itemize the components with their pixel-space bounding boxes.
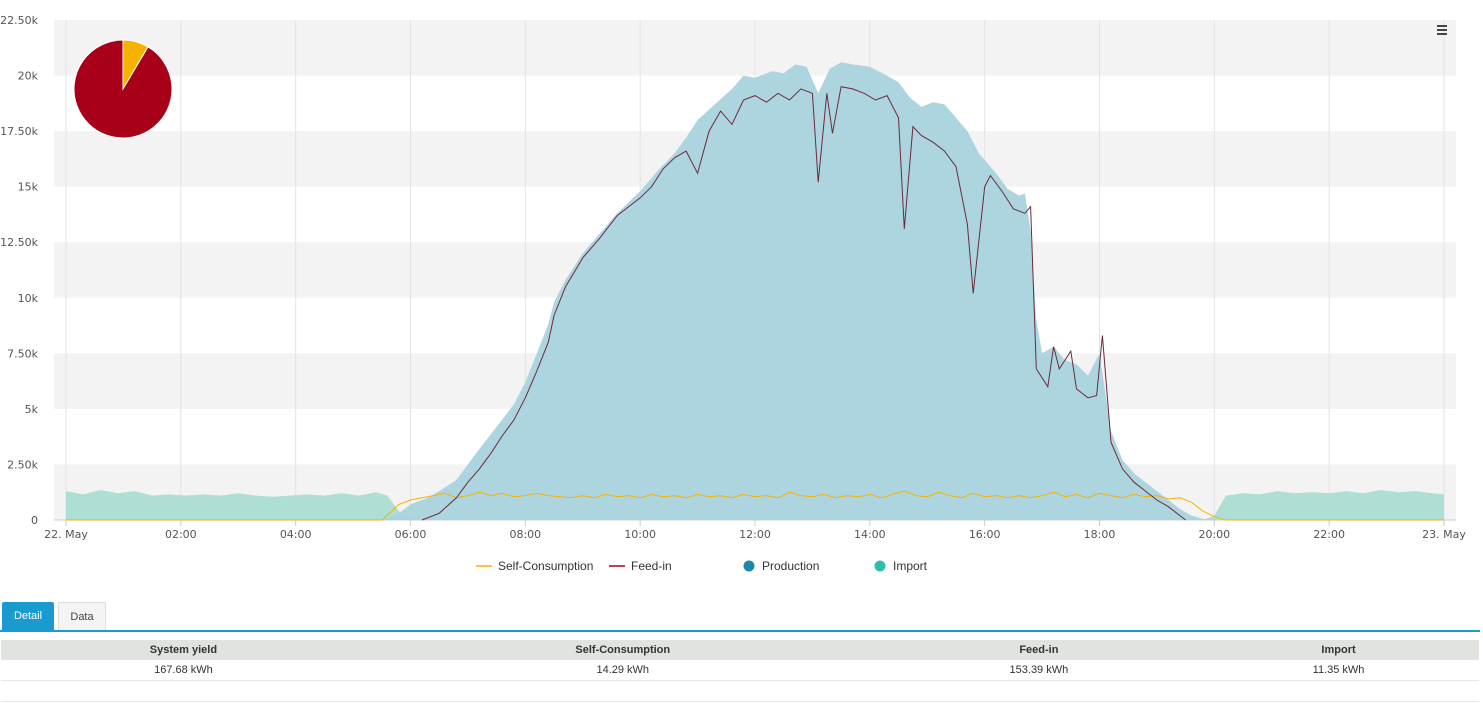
pie-slice-feed-in	[73, 39, 173, 139]
y-tick-label: 17.50k	[0, 125, 38, 138]
x-tick-label: 08:00	[509, 528, 541, 541]
summary-value-row: 167.68 kWh 14.29 kWh 153.39 kWh 11.35 kW…	[1, 660, 1479, 681]
tab-underline	[0, 630, 1480, 632]
tab-detail[interactable]: Detail	[2, 602, 54, 630]
tab-bar: Detail Data	[0, 602, 1483, 632]
x-tick-label: 14:00	[854, 528, 886, 541]
legend-production-label[interactable]: Production	[762, 559, 819, 573]
x-axis-labels: 22. May 02:00 04:00 06:00 08:00 10:00 12:00 14:…	[44, 528, 1466, 541]
empty-cell	[1, 680, 1479, 702]
x-tick-label: 22:00	[1313, 528, 1345, 541]
value-import: 11.35 kWh	[1198, 660, 1479, 681]
x-tick-label: 18:00	[1084, 528, 1116, 541]
legend-import-label[interactable]: Import	[893, 559, 928, 573]
plot-series	[66, 62, 1444, 521]
import-area	[66, 490, 1444, 520]
x-tick-label: 06:00	[395, 528, 427, 541]
self-consumption-line	[66, 490, 1444, 521]
summary-table: System yield Self-Consumption Feed-in Im…	[1, 640, 1479, 702]
y-tick-label: 5k	[25, 403, 39, 416]
y-tick-label: 2.50k	[7, 458, 38, 471]
y-tick-label: 15k	[18, 181, 39, 194]
legend-import-symbol	[874, 560, 886, 572]
y-tick-label: 7.50k	[7, 347, 38, 360]
x-tick-label: 16:00	[969, 528, 1001, 541]
y-tick-label: 10k	[18, 292, 39, 305]
chart: 0 2.50k 5k 7.50k 10k 12.50k 15k 17.50k 20k 22.50k…	[0, 14, 1466, 573]
legend-feed-in-label[interactable]: Feed-in	[631, 559, 672, 573]
legend[interactable]: Self-Consumption Feed-in Production Import	[476, 559, 928, 573]
x-tick-label: 10:00	[624, 528, 656, 541]
value-feed-in: 153.39 kWh	[879, 660, 1199, 681]
y-tick-label: 12.50k	[0, 236, 38, 249]
x-tick-label: 04:00	[280, 528, 312, 541]
x-tick-label: 20:00	[1198, 528, 1230, 541]
x-tick-label: 23. May	[1422, 528, 1466, 541]
value-self-consumption: 14.29 kWh	[365, 660, 880, 681]
y-tick-label: 20k	[18, 70, 39, 83]
pie-chart	[73, 39, 173, 139]
y-tick-label: 22.50k	[0, 14, 38, 27]
chart-menu-icon[interactable]	[1437, 25, 1451, 37]
x-tick-label: 22. May	[44, 528, 88, 541]
tab-data[interactable]: Data	[58, 602, 106, 630]
y-tick-label: 0	[31, 514, 38, 527]
legend-production-symbol	[743, 560, 755, 572]
header-self-consumption: Self-Consumption	[365, 640, 880, 660]
x-tick-label: 02:00	[165, 528, 197, 541]
summary-empty-row	[1, 680, 1479, 702]
feed-in-line	[421, 86, 1186, 521]
production-area	[381, 62, 1215, 520]
y-axis-labels: 0 2.50k 5k 7.50k 10k 12.50k 15k 17.50k 20k 22.50k	[0, 14, 38, 527]
legend-self-consumption-label[interactable]: Self-Consumption	[498, 559, 593, 573]
summary-header-row: System yield Self-Consumption Feed-in Im…	[1, 640, 1479, 660]
header-feed-in: Feed-in	[879, 640, 1199, 660]
x-tick-label: 12:00	[739, 528, 771, 541]
header-system-yield: System yield	[1, 640, 366, 660]
value-system-yield: 167.68 kWh	[1, 660, 366, 681]
header-import: Import	[1198, 640, 1479, 660]
